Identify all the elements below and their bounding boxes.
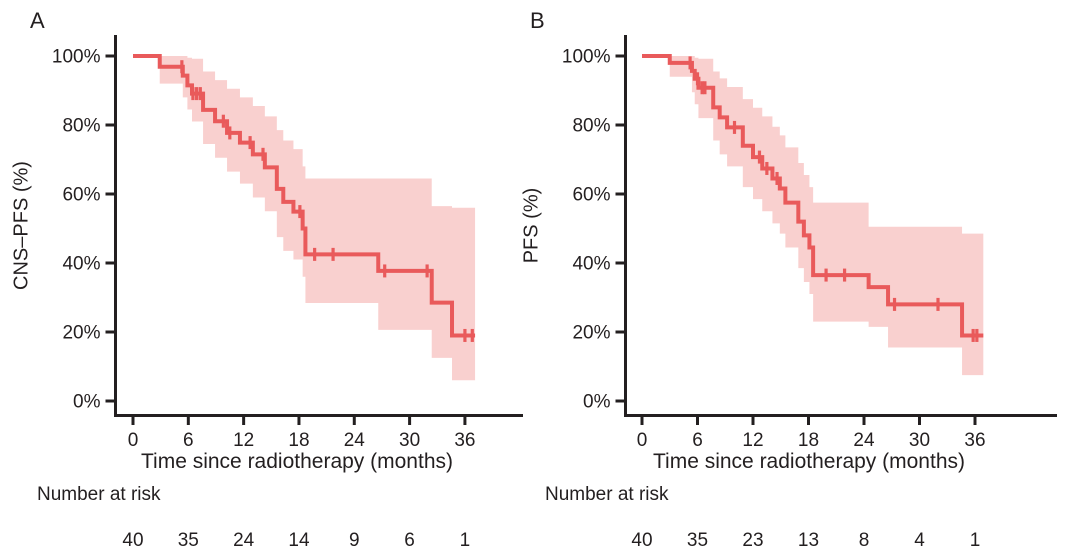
x-tick-label-b: 30 — [909, 430, 930, 451]
risk-value-b: 40 — [631, 530, 652, 551]
x-tick-label-a: 24 — [344, 430, 366, 451]
risk-value-b: 4 — [914, 530, 925, 551]
risk-value-b: 23 — [742, 530, 763, 551]
x-tick-label-b: 24 — [853, 430, 875, 451]
panel-b-y-axis-title: PFS (%) — [520, 187, 543, 264]
y-tick-label-b: 80% — [572, 116, 610, 137]
y-tick-label-b: 20% — [572, 323, 610, 344]
panel-b-letter: B — [530, 8, 545, 33]
risk-value-a: 6 — [404, 530, 415, 551]
panel-a-letter: A — [30, 8, 45, 33]
x-tick-label-a: 6 — [183, 430, 194, 451]
x-tick-label-b: 6 — [692, 430, 703, 451]
confidence-band-b — [669, 56, 984, 376]
x-tick-label-b: 12 — [742, 430, 763, 451]
x-tick-label-b: 0 — [637, 430, 648, 451]
risk-value-a: 9 — [349, 530, 360, 551]
y-tick-label-a: 0% — [73, 392, 101, 413]
risk-value-b: 35 — [687, 530, 708, 551]
y-tick-label-a: 100% — [52, 47, 101, 68]
risk-value-a: 40 — [122, 530, 143, 551]
panel-b-x-axis-title: Time since radiotherapy (months) — [652, 450, 965, 473]
y-tick-label-b: 100% — [562, 47, 611, 68]
confidence-band-a — [159, 56, 476, 381]
risk-value-b: 1 — [970, 530, 981, 551]
y-tick-label-a: 20% — [62, 323, 100, 344]
risk-value-a: 14 — [288, 530, 310, 551]
x-tick-label-a: 30 — [399, 430, 420, 451]
y-tick-label-b: 40% — [572, 254, 610, 275]
panel-b-number-at-risk-label: Number at risk — [545, 484, 669, 505]
y-tick-label-b: 0% — [583, 392, 611, 413]
survival-curve-a — [133, 54, 476, 338]
risk-value-a: 1 — [460, 530, 471, 551]
risk-value-b: 8 — [859, 530, 870, 551]
risk-value-b: 13 — [798, 530, 819, 551]
x-tick-label-a: 12 — [233, 430, 254, 451]
x-tick-label-b: 18 — [798, 430, 819, 451]
y-tick-label-a: 60% — [62, 185, 100, 206]
x-tick-label-a: 0 — [128, 430, 139, 451]
y-tick-label-a: 40% — [62, 254, 100, 275]
x-tick-label-b: 36 — [964, 430, 985, 451]
x-tick-label-a: 36 — [454, 430, 475, 451]
panel-a-y-axis-title: CNS–PFS (%) — [10, 161, 33, 290]
panel-a-number-at-risk-label: Number at risk — [37, 484, 161, 505]
panel-a-x-axis-title: Time since radiotherapy (months) — [140, 450, 453, 473]
y-tick-label-b: 60% — [572, 185, 610, 206]
y-tick-label-a: 80% — [62, 116, 100, 137]
x-tick-label-a: 18 — [288, 430, 309, 451]
risk-value-a: 35 — [178, 530, 199, 551]
risk-value-a: 24 — [233, 530, 255, 551]
